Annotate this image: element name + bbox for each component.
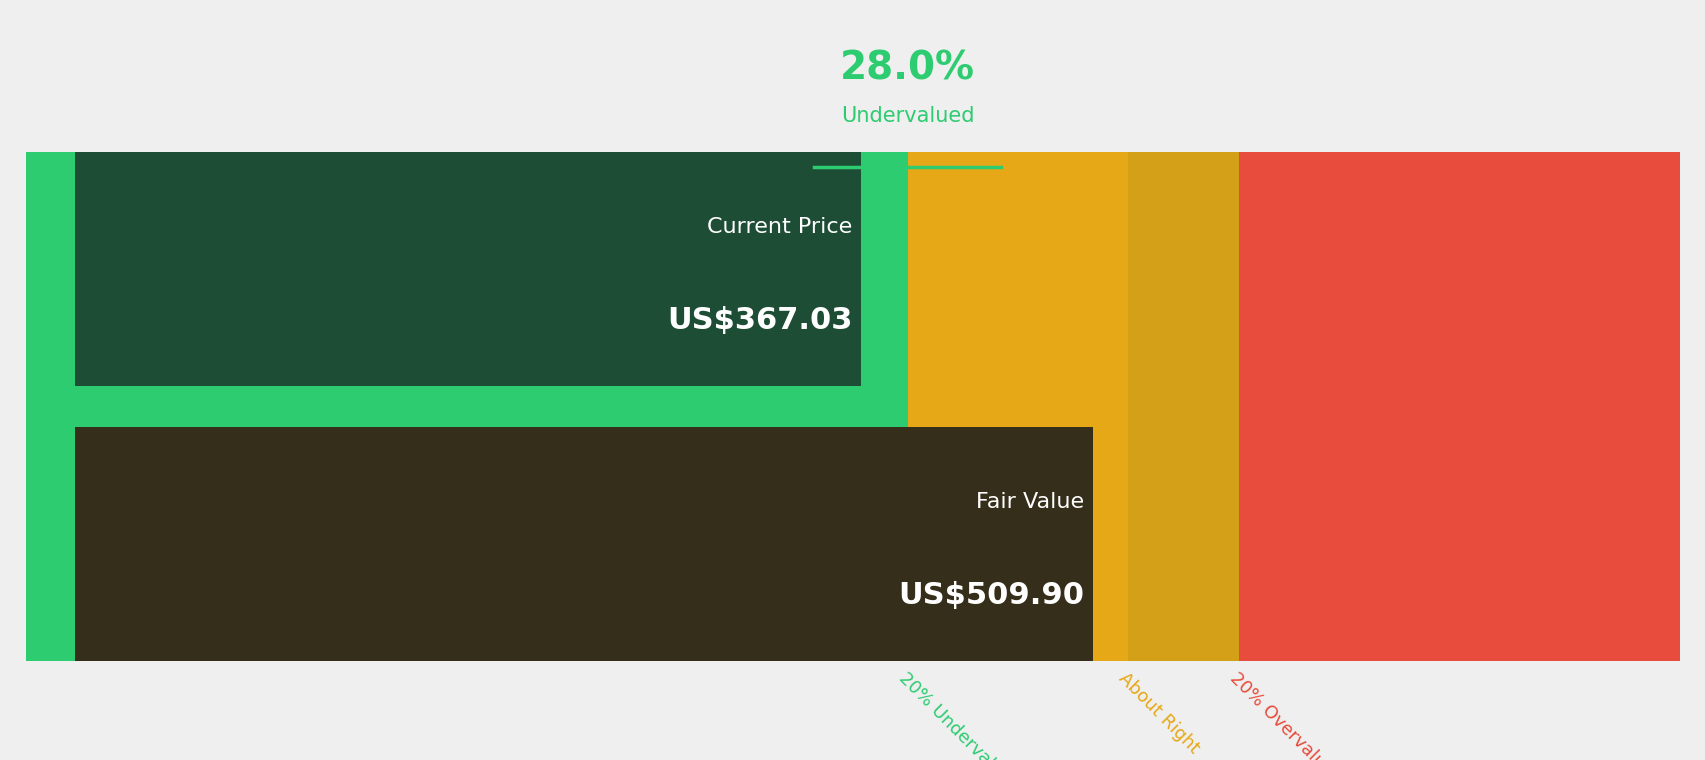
Text: US$367.03: US$367.03 (667, 306, 852, 335)
Text: About Right: About Right (1115, 669, 1202, 757)
Text: 20% Undervalued: 20% Undervalued (895, 669, 1021, 760)
Bar (75, 152, 861, 386)
Bar (1127, 152, 1238, 661)
Text: Undervalued: Undervalued (841, 106, 974, 126)
Text: Fair Value: Fair Value (975, 492, 1084, 512)
Text: Current Price: Current Price (708, 217, 852, 237)
Bar (1238, 152, 1679, 661)
Bar (75, 427, 1093, 661)
Text: US$509.90: US$509.90 (899, 581, 1084, 610)
Bar (26, 152, 907, 661)
Bar (907, 152, 1127, 661)
Text: 20% Overvalued: 20% Overvalued (1226, 669, 1344, 760)
Text: 28.0%: 28.0% (839, 49, 975, 87)
